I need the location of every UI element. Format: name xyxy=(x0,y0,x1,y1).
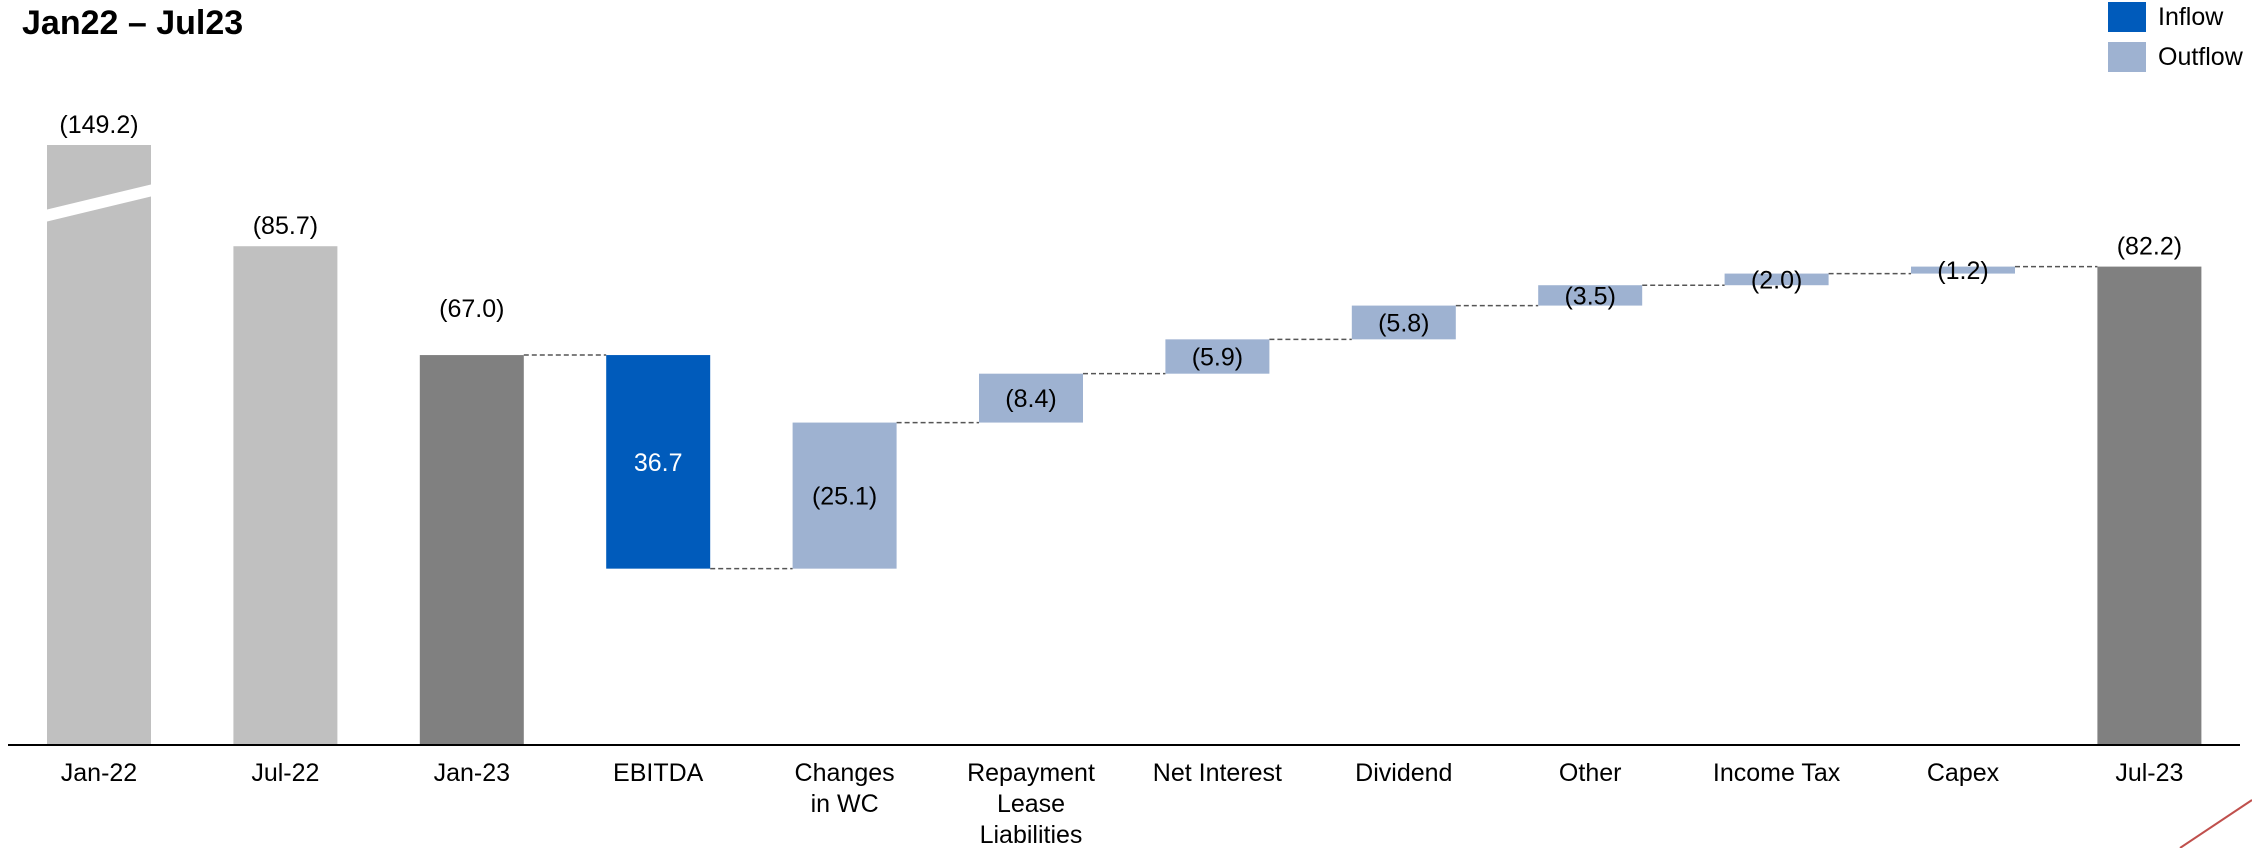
category-label: Net Interest xyxy=(1153,759,1282,787)
bar-jul-22 xyxy=(233,246,338,745)
data-label: (85.7) xyxy=(253,212,318,240)
bar-income-tax xyxy=(1724,273,1829,286)
data-label: (8.4) xyxy=(1005,385,1056,413)
category-label: Jul-23 xyxy=(2115,759,2183,787)
category-label: Dividend xyxy=(1355,759,1452,787)
category-label: Jan-22 xyxy=(61,759,137,787)
bar-net-interest xyxy=(1165,339,1270,374)
category-label: Jul-22 xyxy=(251,759,319,787)
legend-swatch-outflow xyxy=(2108,42,2146,72)
category-label: EBITDA xyxy=(613,759,704,787)
page-title: Jan22 – Jul23 xyxy=(22,4,244,42)
category-label: Capex xyxy=(1927,759,2000,787)
data-label: (25.1) xyxy=(812,483,877,511)
bar-repayment-lease-liabilities xyxy=(979,373,1083,423)
bar-dividend xyxy=(1351,305,1456,340)
data-label: (2.0) xyxy=(1751,266,1802,294)
legend-swatch-inflow xyxy=(2108,2,2146,32)
data-label: 36.7 xyxy=(634,449,683,477)
legend-label-outflow: Outflow xyxy=(2158,42,2243,71)
data-label: (67.0) xyxy=(439,295,504,323)
corner-decoration xyxy=(2179,799,2252,848)
category-label: Other xyxy=(1559,759,1622,787)
legend-item-outflow: Outflow xyxy=(2108,42,2243,72)
bar-jul-23 xyxy=(2097,266,2202,745)
bar-jan-22 xyxy=(47,145,151,745)
data-label: (1.2) xyxy=(1937,257,1988,285)
bar-ebitda xyxy=(606,355,711,569)
data-label: (149.2) xyxy=(59,111,138,139)
category-label: Income Tax xyxy=(1713,759,1841,787)
category-label: Changes xyxy=(795,759,895,787)
data-label: (82.2) xyxy=(2117,233,2182,261)
bar-capex xyxy=(1911,266,2015,274)
bar-jan-23 xyxy=(419,355,524,745)
legend-label-inflow: Inflow xyxy=(2158,2,2224,31)
axis-break-mark xyxy=(45,184,153,222)
data-label: (5.8) xyxy=(1378,309,1429,337)
category-label: in WC xyxy=(811,790,879,818)
bar-changes-in-wc xyxy=(792,422,897,569)
category-label: Liabilities xyxy=(980,821,1083,848)
data-label: (5.9) xyxy=(1192,344,1243,372)
category-label: Lease xyxy=(997,790,1065,818)
category-label: Repayment xyxy=(967,759,1095,787)
category-label: Jan-23 xyxy=(434,759,510,787)
data-label: (3.5) xyxy=(1564,282,1615,310)
legend-item-inflow: Inflow xyxy=(2108,2,2223,32)
bar-other xyxy=(1538,285,1643,306)
